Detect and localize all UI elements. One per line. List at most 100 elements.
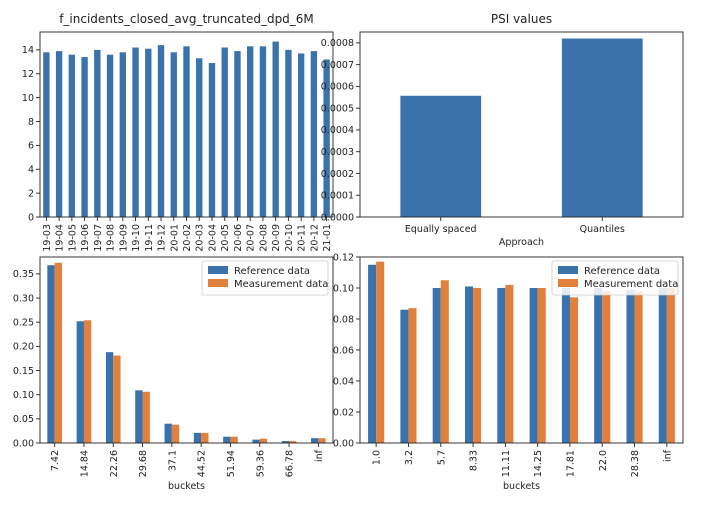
x-tick-label: 11.11 [501,450,512,477]
x-tick-label: 5.7 [436,450,447,465]
bar-value-3 [81,57,88,218]
bar-value-22 [323,59,330,218]
x-tick-label: 14.84 [79,450,90,477]
x-tick-label: 19-10 [131,224,142,252]
x-tick-label: 19-12 [157,224,168,252]
bar-reference-data-1 [400,309,409,443]
x-tick-label: 19-03 [42,224,53,252]
y-tick-label: 0.05 [13,414,34,425]
x-tick-label: 7.42 [50,450,61,471]
bar-measurement-data-7 [602,291,611,443]
legend-swatch-0 [558,266,578,274]
x-tick-label: 20-11 [297,224,308,252]
legend-swatch-1 [558,279,578,287]
y-tick-label: 0.04 [333,376,354,387]
x-axis-label: buckets [503,481,540,492]
bar-value-13 [208,63,216,217]
chart-bottom-left: 0.00 0.05 0.10 0.15 0.20 0.25 0.30 0.35 7.42 14.8… [13,256,334,492]
bar-measurement-data-6 [230,436,238,443]
bar-value-17 [259,46,267,217]
x-tick-label: 14.25 [533,450,544,477]
bar-reference-data-3 [464,286,474,443]
bar-measurement-data-8 [634,291,643,443]
y-tick-label: 0.15 [13,366,34,377]
bar-value-5 [106,54,114,218]
bar-measurement-data-3 [473,288,482,443]
y-tick-label: 0.0006 [321,82,354,93]
bar-value-2 [68,54,76,218]
bar-reference-data-8 [281,441,290,443]
legend-label-1: Measurement data [584,279,678,290]
bar-reference-data-4 [164,423,172,443]
y-tick-label: 6 [28,141,34,152]
x-tick-label: 44.52 [197,450,208,477]
chart-title: PSI values [491,12,552,26]
x-tick-label: 19-09 [118,224,129,252]
y-tick-label: 0.08 [333,314,354,325]
y-tick-label: 0.35 [13,269,34,280]
bar-measurement-data-9 [666,288,675,443]
bar-reference-data-7 [252,439,260,443]
chart-bottom-right: 0.00 0.02 0.04 0.06 0.08 0.10 0.12 1.0 3.2 5.7 8.3… [333,252,684,492]
bar-value-10 [170,52,177,217]
legend: Reference data Measurement data [551,260,679,296]
bar-value-1 [55,51,63,217]
bar-value-14 [221,47,228,217]
bar-measurement-data-0 [376,261,385,443]
legend: Reference data Measurement data [201,260,329,296]
bar-measurement-data-9 [318,438,326,443]
bar-reference-data-4 [497,288,506,443]
y-tick-label: 0.0002 [321,169,354,180]
bar-value-0 [400,95,482,217]
y-tick-label: 0.0000 [321,212,354,223]
axes-frame [359,31,684,218]
bar-measurement-data-5 [537,288,546,443]
bar-measurement-data-5 [201,432,209,443]
y-tick-label: 0.10 [13,390,34,401]
bar-value-15 [234,51,241,217]
x-tick-label: 20-04 [207,224,218,252]
y-tick-label: 0.25 [13,318,34,329]
x-tick-label: 19-11 [144,224,155,252]
x-tick-label: 20-08 [258,224,269,252]
x-tick-label: 22.0 [598,450,609,471]
bar-measurement-data-6 [569,297,579,443]
x-tick-label: 22.26 [109,450,120,477]
bar-reference-data-3 [135,390,143,443]
bar-value-8 [145,48,152,218]
y-tick-label: 12 [22,69,34,80]
y-tick-label: 2 [28,188,34,199]
legend-label-0: Reference data [584,266,660,277]
y-tick-label: 0.06 [333,345,354,356]
x-tick-label: 20-01 [169,224,180,252]
bar-value-11 [183,46,190,217]
x-tick-label: 20-09 [271,224,282,252]
bar-value-12 [196,58,203,218]
bar-value-16 [247,46,254,217]
x-tick-label: 19-07 [93,224,104,252]
legend-box [551,260,679,296]
chart-title: f_incidents_closed_avg_truncated_dpd_6M [59,12,314,26]
y-tick-label: 10 [22,93,34,104]
bar-value-18 [272,41,279,217]
x-tick-label: 20-02 [182,224,193,252]
x-tick-label: 20-06 [233,224,244,252]
bar-value-7 [132,47,139,217]
bar-reference-data-6 [223,436,231,443]
y-tick-label: 0.12 [333,252,354,263]
bar-reference-data-7 [594,288,603,443]
x-tick-label: 8.33 [469,450,480,471]
bar-value-1 [561,38,643,217]
bar-reference-data-2 [105,352,114,443]
x-tick-label: 28.38 [630,450,641,477]
y-tick-label: 0.30 [13,293,34,304]
bar-value-9 [157,45,165,217]
y-tick-label: 0.0007 [321,60,354,71]
x-tick-label: 17.81 [565,450,576,477]
bar-measurement-data-7 [259,438,268,443]
bar-reference-data-1 [76,321,84,443]
bar-measurement-data-4 [505,284,514,443]
bar-reference-data-9 [658,288,667,443]
y-tick-label: 8 [28,117,34,128]
